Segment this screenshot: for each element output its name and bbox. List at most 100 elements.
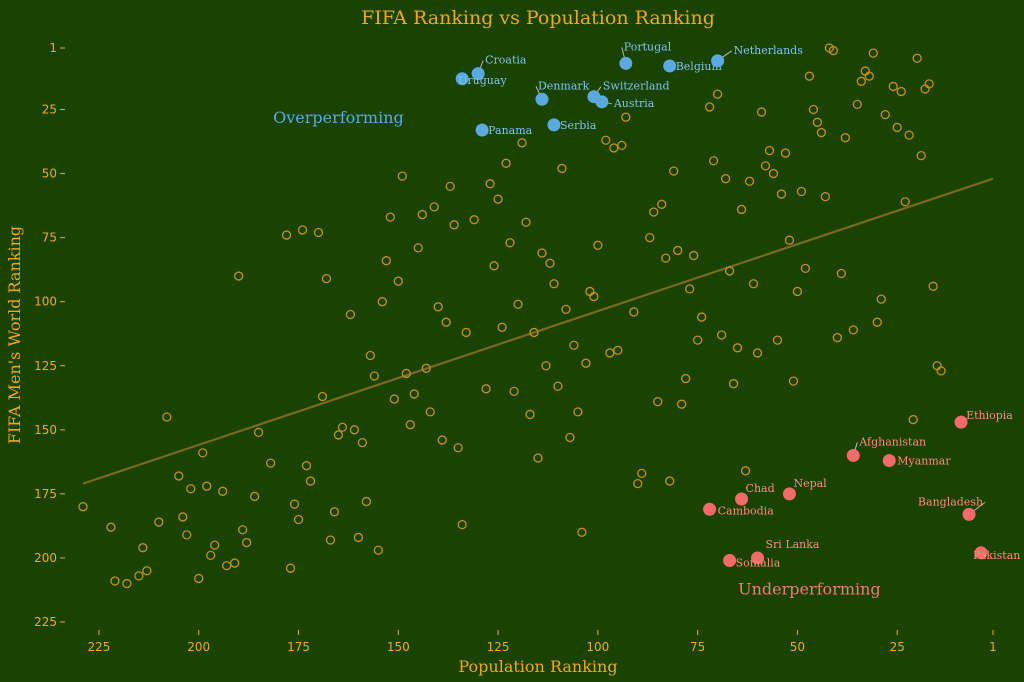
data-point xyxy=(206,550,216,561)
data-point xyxy=(437,435,447,445)
highlighted-point xyxy=(711,54,725,68)
point-label: Netherlands xyxy=(734,44,804,57)
data-point xyxy=(804,71,815,81)
data-point xyxy=(329,507,340,517)
y-tick-label: 225 xyxy=(34,615,57,629)
data-point xyxy=(728,379,739,389)
point-label: Portugal xyxy=(624,40,672,53)
data-point xyxy=(764,145,775,156)
data-point xyxy=(900,197,910,207)
data-point xyxy=(748,279,759,289)
data-point xyxy=(696,312,707,322)
highlighted-point xyxy=(619,56,633,70)
highlighted-point xyxy=(751,551,765,565)
data-point xyxy=(541,361,551,371)
data-point xyxy=(848,325,858,335)
data-point xyxy=(361,496,372,507)
data-point xyxy=(665,476,675,486)
data-point xyxy=(928,281,938,291)
data-point xyxy=(313,227,324,238)
data-point xyxy=(908,414,918,425)
y-tick-label: 25 xyxy=(42,103,57,117)
data-point xyxy=(110,576,120,586)
highlighted-point xyxy=(782,487,796,501)
data-point xyxy=(756,107,767,117)
data-point xyxy=(285,563,296,573)
data-point xyxy=(780,148,791,158)
data-point xyxy=(413,243,423,253)
data-point xyxy=(808,104,819,115)
y-tick-label: 175 xyxy=(34,487,57,501)
point-label: Pakistan xyxy=(973,549,1020,562)
data-point xyxy=(202,481,212,491)
chart-title: FIFA Ranking vs Population Ranking xyxy=(361,7,715,29)
x-tick-label: 50 xyxy=(790,640,805,654)
y-tick-label: 75 xyxy=(42,231,57,245)
data-point xyxy=(812,117,823,127)
point-label: Croatia xyxy=(485,54,527,67)
data-point xyxy=(461,327,471,338)
data-point xyxy=(645,232,655,243)
data-point xyxy=(936,366,946,376)
data-point xyxy=(685,284,695,294)
data-point xyxy=(321,273,332,284)
data-point xyxy=(581,358,591,368)
data-point xyxy=(210,540,220,550)
highlighted-point xyxy=(846,448,860,462)
data-point xyxy=(708,156,719,166)
data-point xyxy=(182,530,192,540)
y-axis-title: FIFA Men's World Ranking xyxy=(5,226,24,444)
data-point xyxy=(453,443,463,453)
highlighted-point xyxy=(475,123,489,137)
data-point xyxy=(162,412,172,422)
data-point xyxy=(393,276,403,286)
highlighted-point xyxy=(535,92,549,106)
x-tick-label: 150 xyxy=(387,640,410,654)
data-point xyxy=(178,512,188,522)
data-point xyxy=(637,468,647,479)
data-point xyxy=(617,140,627,151)
data-point xyxy=(924,79,934,89)
data-point xyxy=(222,560,232,571)
data-point xyxy=(198,448,208,458)
data-point xyxy=(425,407,435,417)
data-point xyxy=(333,430,344,440)
data-point xyxy=(301,461,312,471)
data-point xyxy=(397,171,407,181)
data-point xyxy=(297,225,308,235)
y-tick-label: 50 xyxy=(42,167,57,181)
point-label: Nepal xyxy=(793,477,827,490)
data-point xyxy=(768,168,779,179)
data-point xyxy=(529,327,539,338)
data-point xyxy=(840,133,850,143)
data-point xyxy=(689,250,699,261)
data-point xyxy=(381,256,391,266)
x-tick-label: 225 xyxy=(88,640,111,654)
point-label: Bangladesh xyxy=(918,495,983,508)
x-axis: 225 200 175 150 125 100 75 50 25 1 xyxy=(88,630,997,654)
data-point xyxy=(772,335,783,345)
data-point xyxy=(669,166,679,176)
data-point xyxy=(265,458,276,468)
data-point xyxy=(653,396,663,407)
highlighted-point xyxy=(595,95,609,109)
data-point xyxy=(317,391,328,402)
data-point xyxy=(457,519,467,530)
data-point xyxy=(577,527,587,537)
data-point xyxy=(134,571,144,581)
data-point xyxy=(649,207,659,217)
data-point xyxy=(369,371,380,381)
data-point xyxy=(896,86,906,97)
y-tick-label: 150 xyxy=(34,423,57,437)
data-point xyxy=(509,386,519,397)
data-point xyxy=(501,158,511,168)
data-point xyxy=(289,499,300,509)
data-point xyxy=(365,350,376,361)
annotation-layer: Overperforming Underperforming xyxy=(273,108,881,599)
data-point xyxy=(752,348,763,358)
data-point xyxy=(760,161,771,171)
point-label: Switzerland xyxy=(603,80,670,93)
data-point xyxy=(489,261,499,271)
data-point xyxy=(357,437,368,448)
